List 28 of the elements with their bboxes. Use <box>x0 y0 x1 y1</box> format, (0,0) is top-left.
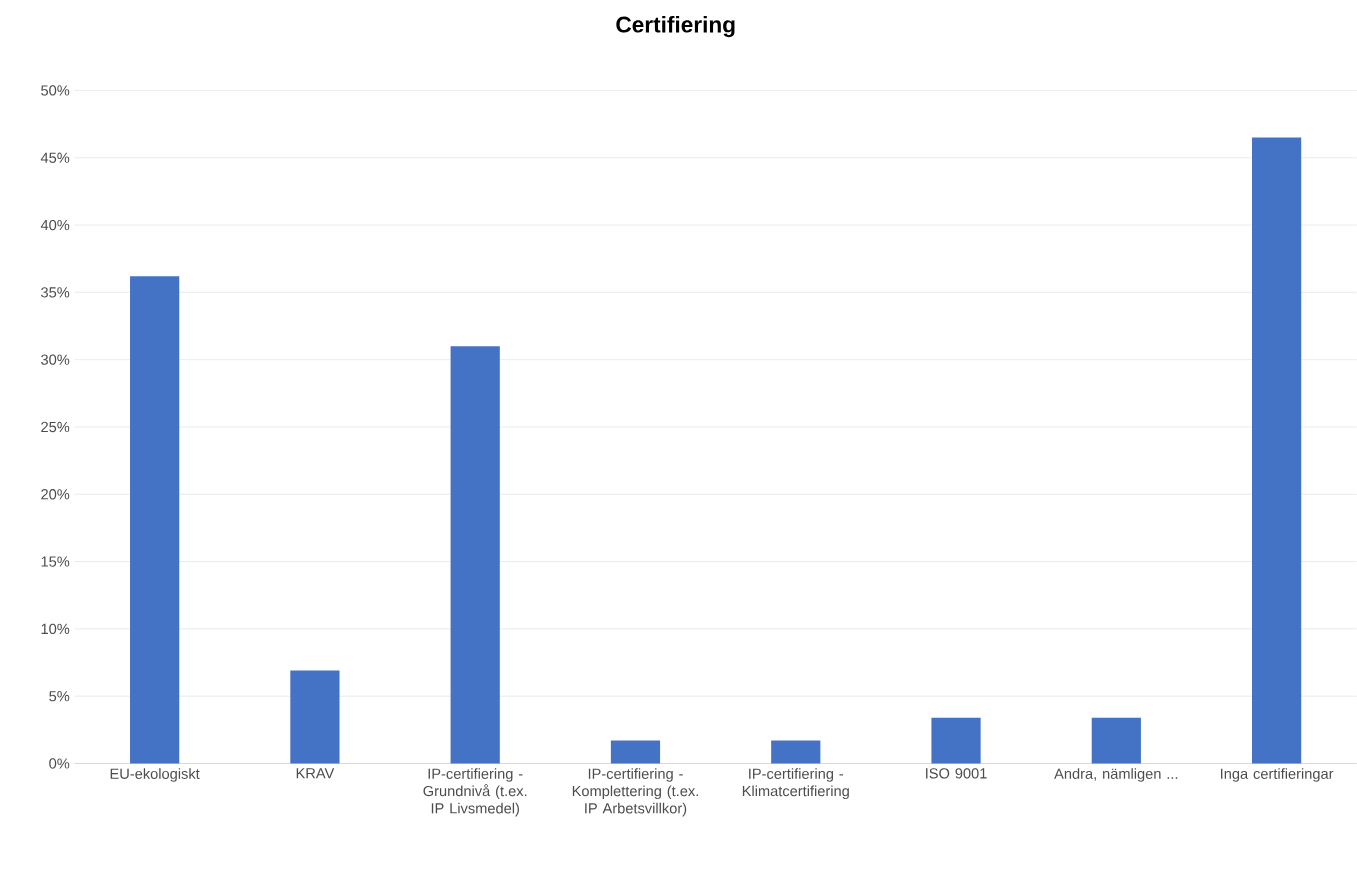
bar <box>450 346 500 764</box>
bar <box>610 740 661 764</box>
y-tick-label: 5% <box>49 691 70 702</box>
x-tick-label: KRAV <box>296 768 335 779</box>
x-tick-label: ISO 9001 <box>926 768 987 779</box>
y-tick-label: 40% <box>40 219 70 231</box>
x-tick-label: IP-certifiering - Klimatcertifiering <box>742 768 849 800</box>
bar <box>931 717 981 764</box>
x-tick-label: EU-ekologiskt <box>110 768 200 782</box>
x-tick-label: IP-certifiering - Grundnivå (t.ex. IP Livsmedel) <box>423 768 527 817</box>
chart-title: Certifiering <box>616 16 735 38</box>
bar <box>1251 137 1302 764</box>
y-tick-label: 20% <box>41 489 70 500</box>
y-tick-label: 50% <box>41 85 70 96</box>
y-tick-label: 30% <box>41 354 70 365</box>
bar <box>290 670 340 764</box>
y-tick-label: 0% <box>49 758 70 769</box>
y-tick-label: 35% <box>41 287 70 298</box>
y-tick-label: 15% <box>41 556 70 567</box>
y-tick-label: 10% <box>41 623 70 635</box>
bar <box>1091 717 1141 764</box>
x-tick-label: IP-certifiering - Komplettering (t.ex. IP Arbetsvillkor) <box>572 768 698 817</box>
x-tick-label: Inga certifieringar <box>1221 768 1334 782</box>
y-tick-label: 25% <box>41 421 70 433</box>
bar <box>130 276 180 764</box>
bar <box>771 740 821 764</box>
x-tick-label: Andra, nämligen ... <box>1054 768 1178 782</box>
y-tick-label: 45% <box>40 152 70 163</box>
